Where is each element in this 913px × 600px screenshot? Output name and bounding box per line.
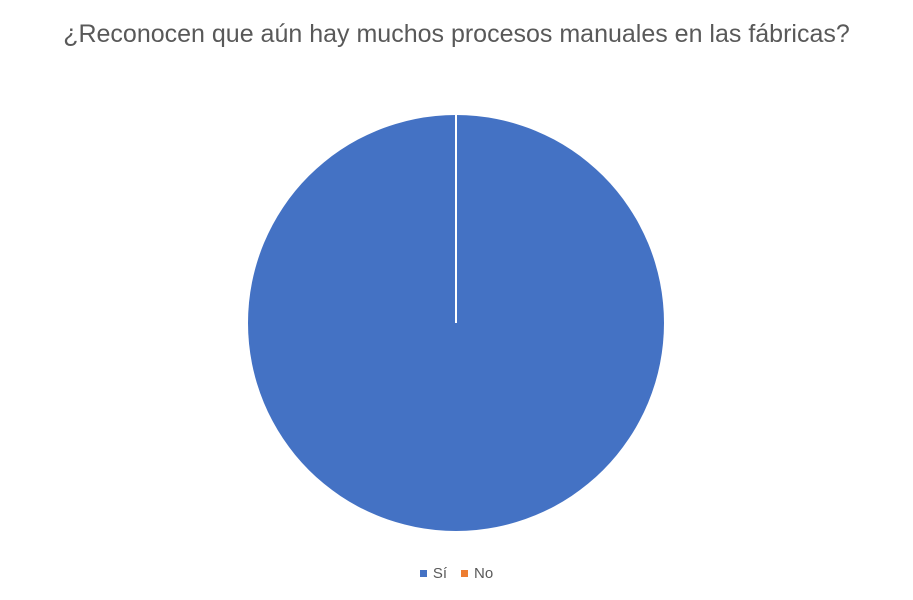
legend-label-si: Sí <box>432 564 447 582</box>
legend: Sí No <box>0 562 913 584</box>
legend-item-no: No <box>461 565 493 582</box>
legend-label-no: No <box>474 564 494 582</box>
legend-swatch-si <box>419 569 427 577</box>
legend-item-si: Sí <box>419 564 447 582</box>
pie-slices <box>248 115 664 531</box>
legend-swatch-no <box>461 569 468 577</box>
chart-title: ¿Reconocen que aún hay muchos procesos m… <box>63 20 850 48</box>
